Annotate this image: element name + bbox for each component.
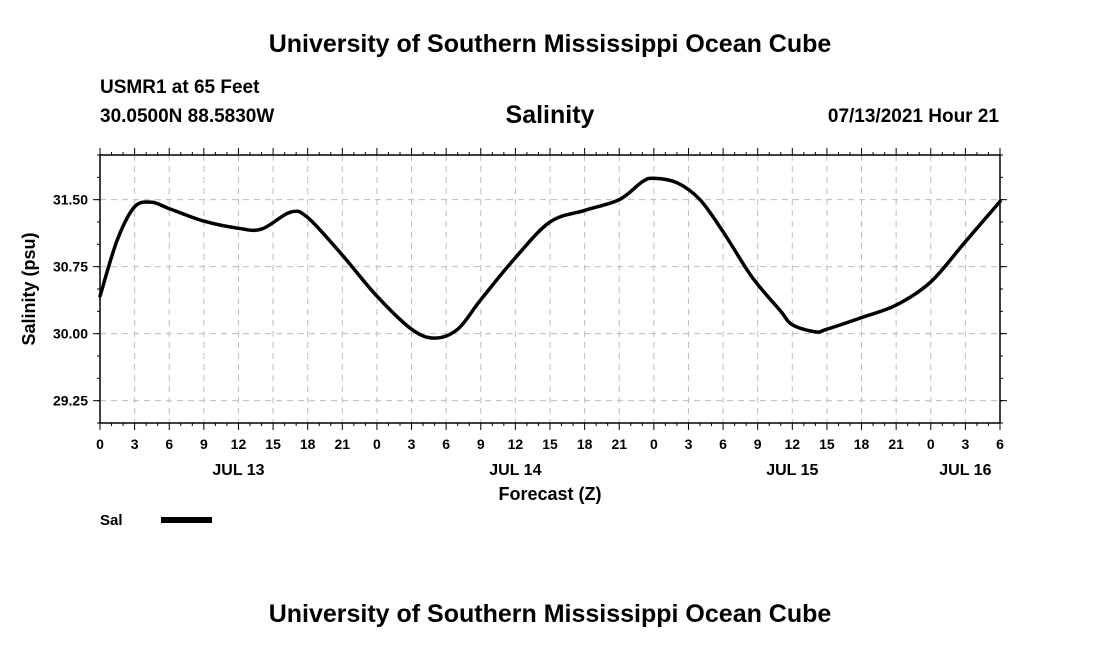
x-tick-label: 6 [996,436,1004,452]
x-tick-label: 0 [373,436,381,452]
legend: Sal [100,512,212,529]
x-tick-label: 9 [200,436,208,452]
x-tick-label: 12 [785,436,801,452]
x-tick-label: 9 [754,436,762,452]
x-tick-label: 3 [408,436,416,452]
x-tick-label: 18 [300,436,316,452]
day-label: JUL 14 [489,462,541,479]
x-tick-label: 6 [442,436,450,452]
axis-tick-labels: 0 3 6 9 12 15 18 21 0 3 6 9 12 15 18 21 0 3 6 9 12 15 18 21 0 3 6J… [53,192,1004,479]
x-tick-label: 6 [719,436,727,452]
x-tick-label: 0 [96,436,104,452]
day-label: JUL 15 [766,462,818,479]
x-tick-label: 0 [927,436,935,452]
day-label: JUL 13 [212,462,264,479]
x-tick-label: 6 [165,436,173,452]
y-tick-label: 30.00 [53,326,88,342]
station-label: USMR1 at 65 Feet [100,77,260,98]
day-label: JUL 16 [939,462,991,479]
page-title: University of Southern Mississippi Ocean… [268,30,832,58]
y-tick-label: 30.75 [53,259,88,275]
footer-title: University of Southern Mississippi Ocean… [268,600,832,628]
x-tick-label: 12 [231,436,247,452]
x-tick-label: 21 [888,436,904,452]
x-tick-label: 21 [611,436,627,452]
x-tick-label: 12 [508,436,524,452]
y-axis-label: Salinity (psu) [19,232,39,345]
x-tick-label: 9 [477,436,485,452]
x-tick-label: 3 [131,436,139,452]
x-tick-label: 15 [819,436,835,452]
station-coordinates: 30.0500N 88.5830W [100,106,275,127]
x-tick-label: 15 [265,436,281,452]
x-tick-label: 0 [650,436,658,452]
x-axis-label: Forecast (Z) [498,484,601,504]
x-tick-label: 18 [854,436,870,452]
x-tick-label: 3 [685,436,693,452]
forecast-datestamp: 07/13/2021 Hour 21 [827,106,999,127]
x-tick-label: 15 [542,436,558,452]
x-tick-label: 3 [961,436,969,452]
y-tick-label: 29.25 [53,393,88,409]
grid-lines [100,155,1000,423]
y-tick-label: 31.50 [53,192,88,208]
x-tick-label: 21 [335,436,351,452]
legend-label: Sal [100,512,123,529]
x-tick-label: 18 [577,436,593,452]
chart-title: Salinity [505,101,595,129]
axis-ticks [93,148,1007,430]
series-line-sal [98,176,1002,340]
series-layer [98,176,1002,340]
